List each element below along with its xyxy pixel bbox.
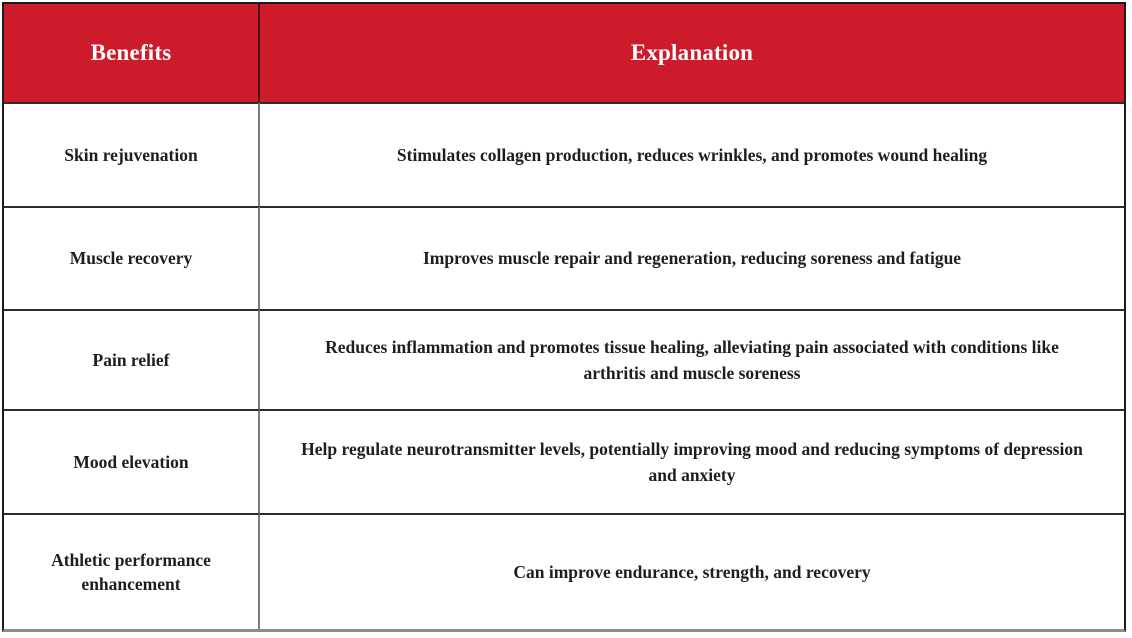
benefit-label: Skin rejuvenation (64, 144, 198, 165)
table-row-explanation-pain-relief: Reduces inflammation and promotes tissue… (260, 309, 1124, 409)
table-row-explanation-athletic-performance: Can improve endurance, strength, and rec… (260, 513, 1124, 629)
table-row-benefit-mood-elevation: Mood elevation (4, 409, 260, 513)
table-row-explanation-muscle-recovery: Improves muscle repair and regeneration,… (260, 206, 1124, 309)
explanation-text: Help regulate neurotransmitter levels, p… (301, 438, 1083, 485)
table-row-benefit-skin-rejuvenation: Skin rejuvenation (4, 102, 260, 206)
explanation-text: Stimulates collagen production, reduces … (396, 144, 988, 165)
benefit-label: Mood elevation (73, 451, 189, 472)
benefit-label: Pain relief (92, 349, 170, 370)
benefit-label: Muscle recovery (69, 248, 193, 269)
header-cell-benefits: Benefits (4, 4, 260, 102)
benefit-label: Athletic performance enhancement (51, 549, 211, 595)
table-row-benefit-muscle-recovery: Muscle recovery (4, 206, 260, 309)
explanation-text: Can improve endurance, strength, and rec… (513, 561, 871, 582)
explanation-text: Improves muscle repair and regeneration,… (422, 248, 962, 269)
header-explanation-label: Explanation (630, 40, 754, 65)
table-row-benefit-pain-relief: Pain relief (4, 309, 260, 409)
table-row-benefit-athletic-performance: Athletic performance enhancement (4, 513, 260, 629)
explanation-text: Reduces inflammation and promotes tissue… (325, 336, 1059, 383)
header-benefits-label: Benefits (90, 40, 172, 65)
table-row-explanation-mood-elevation: Help regulate neurotransmitter levels, p… (260, 409, 1124, 513)
header-cell-explanation: Explanation (260, 4, 1124, 102)
table-row-explanation-skin-rejuvenation: Stimulates collagen production, reduces … (260, 102, 1124, 206)
